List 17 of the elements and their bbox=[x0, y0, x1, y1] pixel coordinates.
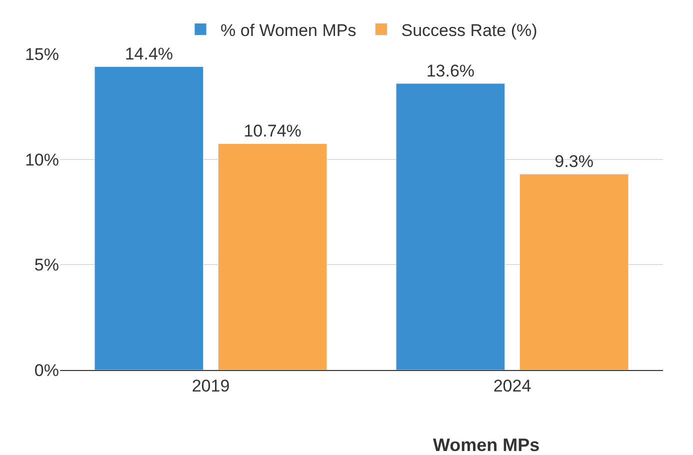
bar bbox=[519, 174, 629, 370]
y-tick-label: 15% bbox=[24, 44, 59, 64]
x-tick-label: 2024 bbox=[493, 376, 532, 396]
x-axis-title: Women MPs bbox=[433, 435, 540, 455]
legend-label: % of Women MPs bbox=[220, 20, 356, 40]
data-label: 13.6% bbox=[426, 61, 475, 80]
data-label: 14.4% bbox=[124, 44, 174, 64]
y-tick-label: 5% bbox=[34, 256, 59, 275]
data-label: 10.74% bbox=[244, 122, 302, 141]
legend-label: Success Rate (%) bbox=[401, 20, 538, 40]
y-tick-label: 10% bbox=[24, 150, 59, 170]
bar bbox=[94, 66, 204, 370]
y-tick-label: 0% bbox=[34, 360, 59, 380]
data-label: 9.3% bbox=[554, 152, 594, 172]
bar bbox=[396, 83, 506, 370]
x-tick-label: 2019 bbox=[192, 376, 230, 396]
bar bbox=[218, 143, 328, 370]
